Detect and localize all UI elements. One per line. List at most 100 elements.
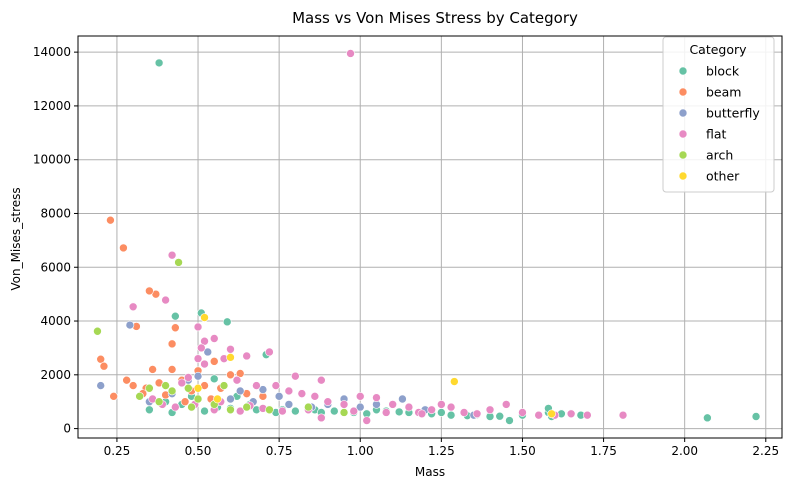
y-tick-label: 10000	[33, 153, 71, 167]
data-point-flat	[459, 408, 469, 417]
x-tick-label: 1.00	[347, 444, 374, 458]
data-point-arch	[135, 392, 144, 401]
y-axis-label: Von_Mises_stress	[9, 187, 23, 290]
y-tick-label: 14000	[33, 45, 71, 59]
legend-marker-flat	[678, 129, 688, 139]
data-point-arch	[265, 405, 274, 415]
data-point-beam	[128, 381, 138, 390]
x-axis-ticks: 0.25 0.50 0.75 1.00 1.25 1.50 1.75 2.00 2.25	[104, 438, 779, 458]
data-point-flat	[501, 400, 511, 409]
legend-label-arch: arch	[706, 148, 733, 163]
legend-items: block beam butterfly flat arch other	[678, 64, 760, 184]
data-point-flat	[271, 381, 281, 390]
data-point-block	[505, 416, 514, 425]
legend-title: Category	[689, 42, 747, 57]
data-point-arch	[161, 381, 170, 390]
data-point-block	[751, 412, 761, 421]
data-point-butterfly	[398, 394, 407, 404]
legend-label-butterfly: butterfly	[706, 106, 760, 121]
data-point-flat	[362, 416, 372, 425]
y-tick-label: 6000	[40, 260, 71, 274]
data-point-beam	[148, 365, 157, 374]
data-point-flat	[446, 402, 456, 412]
y-tick-label: 12000	[33, 99, 71, 113]
x-tick-label: 2.00	[671, 444, 698, 458]
x-tick-label: 1.25	[428, 444, 455, 458]
x-tick-label: 0.25	[104, 444, 131, 458]
data-point-block	[703, 413, 712, 423]
data-point-flat	[427, 405, 436, 415]
data-point-flat	[161, 295, 170, 305]
data-point-block	[154, 58, 164, 68]
x-tick-label: 2.25	[752, 444, 779, 458]
data-point-other	[450, 377, 459, 386]
data-point-block	[200, 406, 209, 416]
data-point-beam	[145, 286, 154, 296]
data-point-arch	[304, 402, 313, 412]
data-point-arch	[219, 381, 229, 390]
data-point-flat	[278, 406, 287, 416]
data-point-flat	[388, 400, 397, 409]
legend-frame	[662, 36, 775, 193]
x-tick-label: 1.75	[590, 444, 617, 458]
data-point-flat	[242, 351, 252, 361]
data-point-block	[495, 411, 505, 421]
data-point-block	[437, 408, 446, 417]
data-point-flat	[437, 400, 446, 409]
data-point-block	[171, 311, 180, 321]
data-point-flat	[566, 409, 576, 419]
data-point-flat	[583, 410, 592, 420]
data-point-flat	[252, 381, 261, 390]
data-point-flat	[200, 359, 209, 369]
data-point-flat	[193, 354, 203, 363]
data-point-arch	[174, 258, 183, 267]
data-point-flat	[417, 409, 427, 419]
data-point-flat	[339, 400, 349, 409]
data-point-butterfly	[96, 381, 106, 390]
data-point-arch	[184, 383, 193, 393]
data-point-flat	[232, 375, 242, 385]
data-point-arch	[145, 383, 154, 393]
data-point-butterfly	[284, 400, 294, 409]
x-axis-label: Mass	[415, 465, 445, 479]
data-point-flat	[291, 371, 300, 381]
data-point-arch	[167, 386, 177, 396]
data-point-flat	[472, 409, 482, 419]
data-point-beam	[167, 365, 177, 374]
data-point-block	[394, 407, 404, 417]
data-point-other	[226, 353, 235, 362]
legend-label-beam: beam	[706, 85, 741, 100]
x-tick-label: 0.75	[266, 444, 293, 458]
legend-marker-arch	[678, 150, 688, 160]
legend-label-block: block	[706, 64, 740, 79]
data-point-flat	[209, 334, 219, 343]
legend-marker-other	[678, 171, 688, 181]
chart-title: Mass vs Von Mises Stress by Category	[292, 9, 578, 27]
data-point-butterfly	[235, 386, 245, 396]
data-point-other	[200, 313, 209, 322]
legend-label-other: other	[706, 169, 740, 184]
data-point-flat	[534, 410, 543, 420]
data-point-flat	[297, 389, 307, 398]
data-point-flat	[171, 402, 180, 412]
data-point-flat	[381, 408, 391, 417]
data-point-beam	[167, 339, 177, 349]
data-point-flat	[265, 347, 274, 357]
data-point-block	[291, 406, 300, 416]
data-point-butterfly	[274, 392, 284, 401]
data-point-block	[209, 374, 219, 384]
y-tick-label: 0	[63, 422, 71, 436]
data-point-beam	[106, 215, 115, 225]
data-point-arch	[193, 394, 203, 404]
data-point-flat	[349, 406, 359, 416]
data-point-arch	[187, 402, 196, 412]
data-point-butterfly	[203, 347, 213, 357]
data-point-arch	[226, 405, 235, 415]
data-point-other	[547, 409, 556, 419]
data-point-flat	[177, 378, 187, 388]
data-point-butterfly	[193, 371, 203, 381]
legend-marker-beam	[678, 87, 688, 97]
legend-marker-block	[678, 66, 688, 76]
